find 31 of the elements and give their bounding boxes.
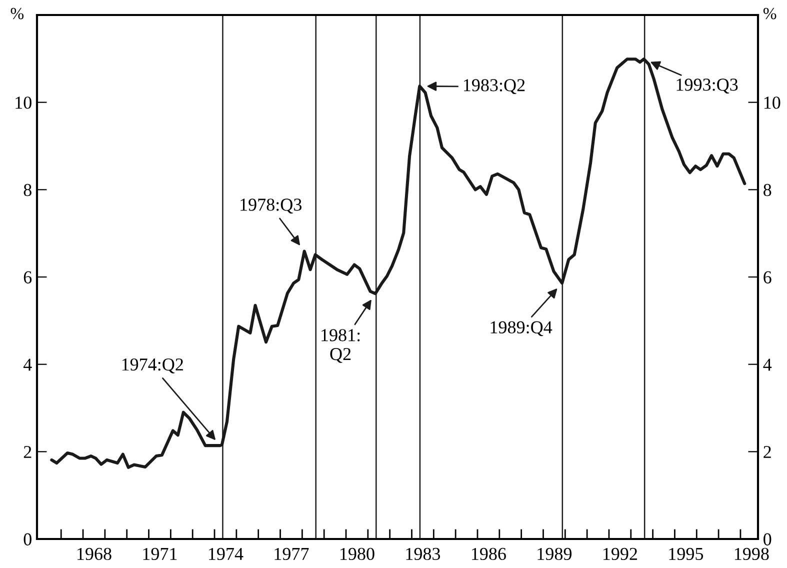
- annotation: 1981: Q2: [322, 329, 360, 363]
- annotation: 1978:Q3: [240, 198, 302, 214]
- y-tick-label: 2: [24, 446, 32, 458]
- x-tick-label: 1989: [538, 548, 572, 560]
- x-tick-label: 1986: [472, 548, 506, 560]
- y-tick-label: 6: [24, 271, 32, 284]
- x-tick-label: 1971: [143, 548, 177, 560]
- y2-tick-label: 6: [764, 271, 772, 284]
- annotation: 1989:Q4: [490, 321, 552, 336]
- x-tick-label: 1995: [669, 548, 704, 560]
- y2-tick-label: 8: [764, 184, 772, 196]
- y2-tick-label: 10: [764, 96, 780, 109]
- y2-tick-label: 0: [764, 533, 772, 546]
- y2-tick-label: 2: [764, 446, 771, 458]
- y-tick-label: 10: [16, 96, 32, 109]
- y-tick-label: 4: [23, 358, 32, 371]
- x-tick-label: 1977: [274, 548, 309, 560]
- x-tick-label: 1998: [734, 548, 769, 560]
- x-tick-label: 1992: [603, 548, 637, 560]
- x-tick-label: 1968: [78, 548, 112, 560]
- x-tick-label: 1980: [340, 548, 374, 560]
- annotation: 1974:Q2: [122, 358, 183, 374]
- annotation: 1983:Q2: [464, 79, 525, 94]
- annotation: 1993:Q3: [676, 78, 738, 94]
- x-tick-label: 1974: [209, 548, 244, 560]
- y-tick-label: 8: [24, 184, 32, 196]
- y-axis-title: %: [10, 8, 24, 20]
- y2-tick-label: 4: [763, 358, 772, 371]
- x-tick-label: 1983: [406, 548, 440, 560]
- y2-axis-title: %: [763, 8, 776, 20]
- y-tick-label: 0: [24, 533, 32, 546]
